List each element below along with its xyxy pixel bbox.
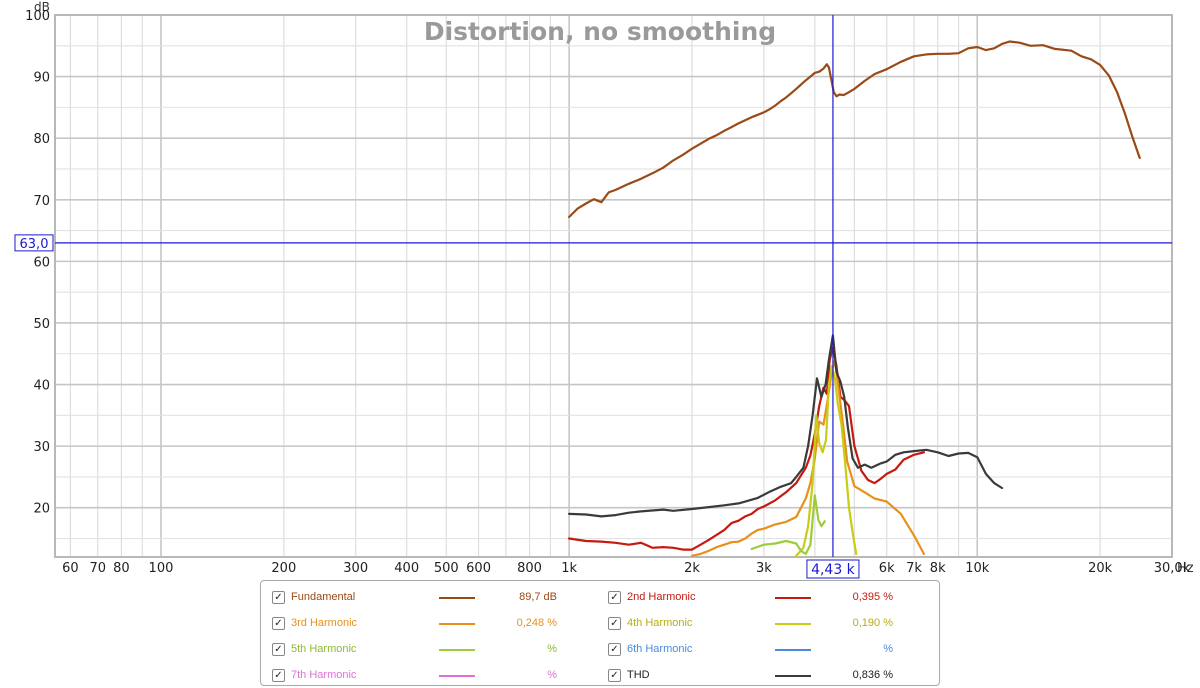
legend-value: 89,7 dB <box>519 591 557 603</box>
chart-title: Distortion, no smoothing <box>424 17 776 46</box>
legend-row: ✓ 7th Harmonic % ✓ THD 0,836 % <box>261 665 941 687</box>
legend-item-3rd-harmonic[interactable]: ✓ 3rd Harmonic 0,248 % <box>261 613 601 635</box>
y-tick-label: 40 <box>33 379 50 394</box>
distortion-chart: Distortion, no smoothing dB Hz 203040506… <box>14 0 1194 579</box>
legend-value: % <box>547 643 557 655</box>
checkbox-2nd-harmonic[interactable]: ✓ <box>608 591 621 604</box>
x-tick-label: 7k <box>906 561 922 576</box>
x-tick-label: 3k <box>756 561 772 576</box>
legend-label: 7th Harmonic <box>291 669 357 681</box>
axis-tick-labels: 20 30 40 50 60 70 80 90 100 60 70 80 100 200 300 400 500… <box>25 9 1191 576</box>
legend-swatch <box>775 623 811 625</box>
y-axis-unit-label: dB <box>34 0 50 14</box>
x-tick-label: 200 <box>271 561 296 576</box>
y-tick-label: 90 <box>33 71 50 86</box>
legend-label: 6th Harmonic <box>627 643 693 655</box>
x-tick-label: 60 <box>62 561 79 576</box>
x-tick-label: 500 <box>434 561 459 576</box>
cursor[interactable]: 63,0 4,43 k <box>14 15 1172 579</box>
checkbox-fundamental[interactable]: ✓ <box>272 591 285 604</box>
y-tick-label: 70 <box>33 194 50 209</box>
cursor-y-readout: 63,0 <box>20 237 49 252</box>
x-tick-label: 600 <box>466 561 491 576</box>
checkbox-4th-harmonic[interactable]: ✓ <box>608 617 621 630</box>
y-tick-label: 50 <box>33 317 50 332</box>
grid <box>55 14 1173 557</box>
legend-label: Fundamental <box>291 591 356 603</box>
x-tick-label: 300 <box>343 561 368 576</box>
legend-item-4th-harmonic[interactable]: ✓ 4th Harmonic 0,190 % <box>597 613 937 635</box>
legend-panel: ✓ Fundamental 89,7 dB ✓ 2nd Harmonic 0,3… <box>260 580 940 686</box>
legend-item-fundamental[interactable]: ✓ Fundamental 89,7 dB <box>261 587 601 609</box>
legend-item-6th-harmonic[interactable]: ✓ 6th Harmonic % <box>597 639 937 661</box>
x-tick-label: 6k <box>879 561 895 576</box>
legend-value: 0,190 % <box>852 617 893 629</box>
legend-swatch <box>439 675 475 677</box>
legend-row: ✓ 3rd Harmonic 0,248 % ✓ 4th Harmonic 0,… <box>261 613 941 635</box>
legend-item-thd[interactable]: ✓ THD 0,836 % <box>597 665 937 687</box>
y-tick-label: 100 <box>25 9 50 24</box>
legend-value: 0,836 % <box>852 669 893 681</box>
legend-item-5th-harmonic[interactable]: ✓ 5th Harmonic % <box>261 639 601 661</box>
series-thd <box>568 334 1004 518</box>
series-fundamental <box>568 40 1141 219</box>
series-5th-harmonic <box>750 494 826 555</box>
checkbox-6th-harmonic[interactable]: ✓ <box>608 643 621 656</box>
legend-value: 0,248 % <box>516 617 557 629</box>
legend-item-7th-harmonic[interactable]: ✓ 7th Harmonic % <box>261 665 601 687</box>
legend-row: ✓ 5th Harmonic % ✓ 6th Harmonic % <box>261 639 941 661</box>
legend-value: 0,395 % <box>852 591 893 603</box>
legend-label: 4th Harmonic <box>627 617 693 629</box>
y-tick-label: 20 <box>33 502 50 517</box>
x-tick-label: 20k <box>1088 561 1113 576</box>
checkbox-7th-harmonic[interactable]: ✓ <box>272 669 285 682</box>
x-tick-label: 800 <box>517 561 542 576</box>
cursor-x-readout-box <box>806 559 860 579</box>
x-tick-label: 8k <box>930 561 946 576</box>
legend-swatch <box>439 623 475 625</box>
series-lines <box>568 40 1141 557</box>
legend-label: 2nd Harmonic <box>627 591 696 603</box>
cursor-x-readout: 4,43 k <box>811 562 856 578</box>
x-tick-label: 80 <box>113 561 130 576</box>
checkbox-thd[interactable]: ✓ <box>608 669 621 682</box>
legend-swatch <box>439 597 475 599</box>
x-tick-label: 70 <box>89 561 106 576</box>
x-axis-unit-label: Hz <box>1177 561 1194 576</box>
legend-item-2nd-harmonic[interactable]: ✓ 2nd Harmonic 0,395 % <box>597 587 937 609</box>
x-tick-label: 100 <box>149 561 174 576</box>
y-tick-label: 30 <box>33 440 50 455</box>
legend-label: THD <box>627 669 650 681</box>
x-tick-label: 10k <box>965 561 990 576</box>
legend-swatch <box>775 597 811 599</box>
legend-swatch <box>439 649 475 651</box>
legend-swatch <box>775 649 811 651</box>
legend-label: 3rd Harmonic <box>291 617 358 629</box>
checkbox-3rd-harmonic[interactable]: ✓ <box>272 617 285 630</box>
checkbox-5th-harmonic[interactable]: ✓ <box>272 643 285 656</box>
y-tick-label: 60 <box>33 255 50 270</box>
cursor-y-readout-box <box>14 234 54 252</box>
legend-row: ✓ Fundamental 89,7 dB ✓ 2nd Harmonic 0,3… <box>261 587 941 609</box>
plot-frame <box>54 14 1173 558</box>
legend-value: % <box>883 643 893 655</box>
x-tick-label: 1k <box>561 561 577 576</box>
series-4th-harmonic <box>795 365 858 557</box>
y-tick-label: 80 <box>33 132 50 147</box>
legend-swatch <box>775 675 811 677</box>
legend-value: % <box>547 669 557 681</box>
x-tick-label: 30,0k <box>1154 561 1191 576</box>
series-2nd-harmonic <box>568 346 925 551</box>
legend-label: 5th Harmonic <box>291 643 357 655</box>
x-tick-label: 2k <box>684 561 700 576</box>
x-tick-label: 400 <box>394 561 419 576</box>
